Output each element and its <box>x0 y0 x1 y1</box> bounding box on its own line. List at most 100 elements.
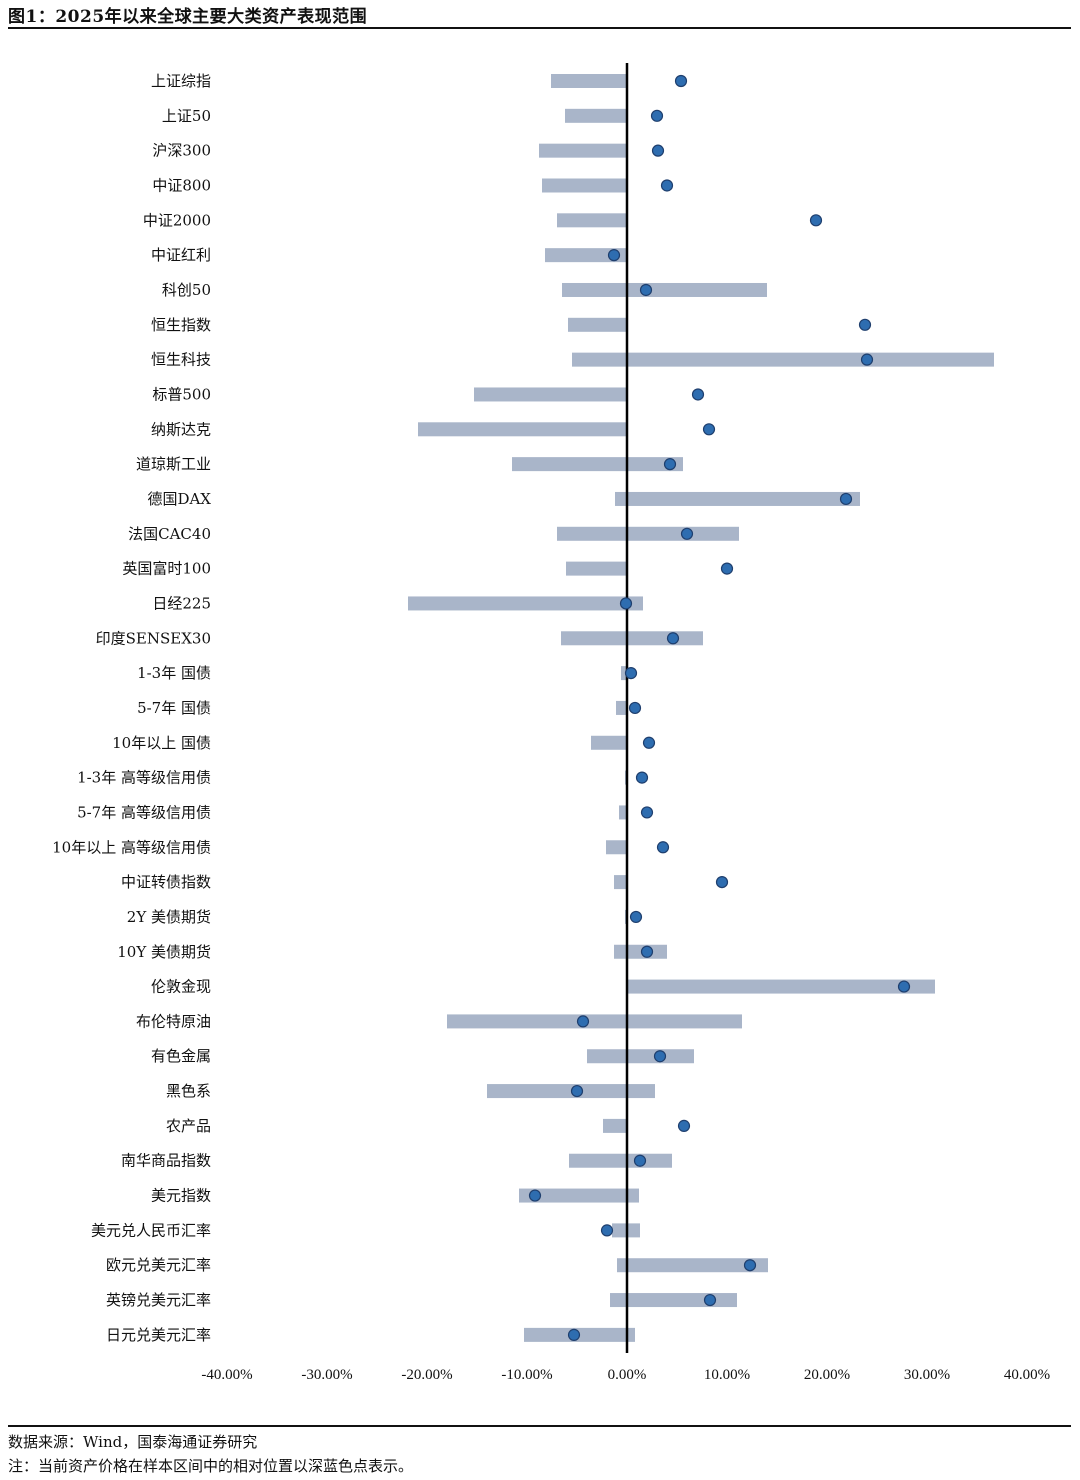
current-position-dot <box>860 353 874 366</box>
current-position-dot <box>651 144 665 157</box>
current-position-dot <box>639 283 653 297</box>
current-position-dot <box>839 492 853 506</box>
bottom-rule <box>8 1425 1071 1427</box>
category-label: 黑色系 <box>166 1082 211 1100</box>
category-label: 布伦特原油 <box>136 1012 211 1030</box>
range-bar <box>572 352 994 367</box>
current-position-dot <box>715 875 729 889</box>
current-position-dot <box>720 562 734 575</box>
range-bar <box>447 1014 742 1029</box>
x-tick-label: -30.00% <box>301 1367 352 1383</box>
category-label: 南华商品指数 <box>121 1152 211 1170</box>
x-tick-label: -20.00% <box>401 1367 452 1383</box>
source-note: 数据来源：Wind，国泰海通证券研究 <box>8 1433 258 1451</box>
category-label: 中证2000 <box>143 211 211 229</box>
figure-title: 图1：2025年以来全球主要大类资产表现范围 <box>8 7 368 27</box>
category-label: 伦敦金现 <box>151 978 211 996</box>
category-label: 有色金属 <box>151 1047 211 1065</box>
category-label: 1-3年 高等级信用债 <box>77 769 211 787</box>
category-label: 标普500 <box>152 385 211 403</box>
current-position-dot <box>691 388 705 401</box>
range-bar <box>610 1293 737 1308</box>
range-bar <box>616 700 627 715</box>
range-bar <box>569 1153 672 1168</box>
current-position-dot <box>640 945 654 958</box>
top-rule <box>8 27 1071 29</box>
range-bar <box>551 74 627 88</box>
range-bar <box>561 631 703 646</box>
category-label: 美元指数 <box>151 1187 211 1205</box>
x-tick-label: -10.00% <box>501 1367 552 1383</box>
current-position-dot <box>897 980 911 993</box>
range-bar <box>591 735 627 750</box>
current-position-dot <box>619 597 633 610</box>
range-bar <box>617 1258 768 1273</box>
current-position-dot <box>677 1119 691 1133</box>
category-label: 中证800 <box>152 176 211 194</box>
x-tick-label: 30.00% <box>904 1367 950 1383</box>
range-bar <box>568 317 627 332</box>
range-bar <box>408 596 643 611</box>
category-label: 10年以上 高等级信用债 <box>52 838 211 856</box>
x-tick-label: 20.00% <box>804 1367 850 1383</box>
current-position-dot <box>628 701 642 715</box>
current-position-dot <box>653 1050 667 1063</box>
x-tick-label: -40.00% <box>201 1367 252 1383</box>
range-bar <box>557 213 627 228</box>
current-position-dot <box>567 1328 581 1341</box>
range-bars <box>408 74 994 1342</box>
range-bar <box>418 422 627 437</box>
category-label: 纳斯达克 <box>151 420 211 438</box>
category-label: 欧元兑美元汇率 <box>106 1256 211 1274</box>
current-position-dot <box>642 736 656 749</box>
current-position-dot <box>624 667 638 680</box>
current-position-dot <box>680 527 694 540</box>
range-bar <box>627 979 935 994</box>
current-position-dot <box>629 910 643 924</box>
category-label: 恒生指数 <box>151 316 211 334</box>
current-position-dot <box>650 109 664 122</box>
category-label: 法国CAC40 <box>128 525 211 543</box>
x-axis-tick-labels: -40.00% -30.00% -20.00% -10.00% 0.00% 10.00% 2… <box>201 1367 1050 1383</box>
current-position-dot <box>656 841 670 854</box>
current-position-dot <box>576 1015 590 1028</box>
category-label: 中证转债指数 <box>121 873 211 891</box>
range-bar <box>619 805 627 820</box>
range-bar <box>587 1049 694 1064</box>
current-position-dot <box>640 806 654 819</box>
category-label: 10Y 美债期货 <box>117 943 211 961</box>
range-bar <box>519 1188 639 1203</box>
range-bar <box>545 248 627 263</box>
current-position-dot <box>600 1224 614 1237</box>
current-position-dot <box>528 1189 542 1202</box>
range-bar <box>566 561 627 576</box>
range-bar <box>565 108 627 123</box>
category-label: 农产品 <box>166 1117 211 1135</box>
category-label: 沪深300 <box>152 142 211 160</box>
current-position-dot <box>633 1154 647 1167</box>
current-position-dot <box>666 632 680 645</box>
current-position-dot <box>703 1293 717 1307</box>
current-position-dot <box>674 74 688 88</box>
category-label: 英国富时100 <box>122 560 211 578</box>
current-position-dot <box>607 249 621 262</box>
category-label: 10年以上 国债 <box>112 734 211 752</box>
range-bar <box>615 491 860 506</box>
range-bar <box>512 457 683 472</box>
category-label: 日元兑美元汇率 <box>106 1326 211 1344</box>
current-position-dot <box>809 214 823 227</box>
category-label: 道琼斯工业 <box>136 455 211 473</box>
range-bar <box>557 526 739 541</box>
current-position-dot <box>570 1084 584 1098</box>
category-label: 5-7年 高等级信用债 <box>77 803 211 821</box>
range-bar <box>542 178 627 193</box>
category-label: 英镑兑美元汇率 <box>106 1291 211 1309</box>
range-bar <box>614 875 627 890</box>
category-label: 上证综指 <box>151 72 211 90</box>
range-bar <box>614 944 667 959</box>
category-label: 美元兑人民币汇率 <box>91 1221 211 1239</box>
category-label: 上证50 <box>162 107 211 125</box>
current-position-dot <box>858 318 872 331</box>
current-position-dot <box>660 179 674 192</box>
